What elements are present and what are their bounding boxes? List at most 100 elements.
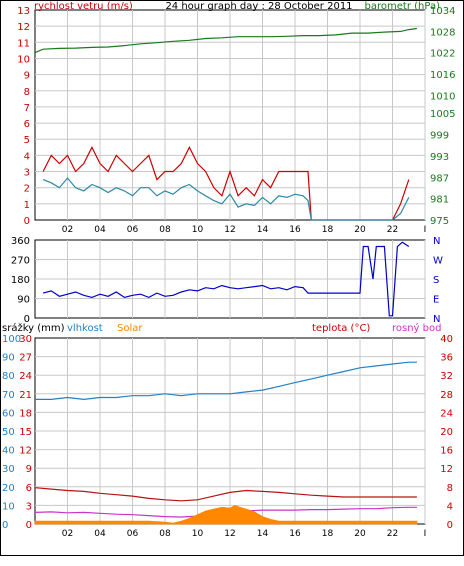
direction-compass-label: S <box>433 275 439 286</box>
rain-ytick-label: 15 <box>19 427 32 438</box>
rain-ytick-label: 27 <box>19 353 32 364</box>
wind-ytick-label: 5 <box>24 135 30 146</box>
barometer-ytick-label: 981 <box>430 195 449 206</box>
chart-title: 24 hour graph day : 28 October 2011 <box>165 1 352 12</box>
direction-compass-label: N <box>433 314 440 325</box>
barometer-ytick-label: 1016 <box>430 70 455 81</box>
wind-ytick-label: 2 <box>24 184 30 195</box>
temperature-ytick-label: 0 <box>447 520 453 531</box>
wind-xtick-label: I <box>424 225 427 235</box>
solar-legend: Solar <box>117 323 143 334</box>
wind-xtick-label: 20 <box>354 225 366 235</box>
climate-xtick-label: 16 <box>289 529 301 539</box>
wind-ytick-label: 0 <box>24 216 30 227</box>
humidity-ytick-label: 100 <box>2 334 21 345</box>
wind-ytick-label: 12 <box>17 22 30 33</box>
rain-ytick-label: 24 <box>19 371 32 382</box>
humidity-ytick-label: 80 <box>2 371 15 382</box>
rain-legend: srážky (mm) <box>2 322 65 334</box>
climate-xtick-label: 06 <box>127 529 139 539</box>
humidity-ytick-label: 60 <box>2 408 15 419</box>
wind-ytick-label: 4 <box>24 151 30 162</box>
wind-xtick-label: 12 <box>224 225 235 235</box>
temperature-ytick-label: 40 <box>440 334 453 345</box>
humidity-ytick-label: 90 <box>2 353 15 364</box>
humidity-line <box>35 361 417 401</box>
wind-xtick-label: 02 <box>62 225 73 235</box>
wind-xtick-label: 10 <box>192 225 204 235</box>
barometer-ytick-label: 1005 <box>430 109 455 120</box>
humidity-legend: vlhkost <box>67 323 103 334</box>
barometer-ytick-label: 1022 <box>430 49 455 60</box>
rain-ytick-label: 6 <box>26 483 32 494</box>
wind-ytick-label: 9 <box>24 71 30 82</box>
rain-ytick-label: 0 <box>26 520 32 531</box>
barometer-ytick-label: 993 <box>430 152 449 163</box>
climate-xtick-label: 18 <box>322 529 334 539</box>
temperature-ytick-label: 8 <box>447 483 453 494</box>
barometer-axis-title: barometr (hPa) <box>365 1 441 12</box>
rain-ytick-label: 9 <box>26 464 32 475</box>
temperature-ytick-label: 12 <box>440 464 453 475</box>
barometer-ytick-label: 1010 <box>430 91 455 102</box>
humidity-ytick-label: 20 <box>2 483 15 494</box>
barometer-ytick-label: 999 <box>430 131 449 142</box>
direction-compass-label: W <box>433 256 443 267</box>
barometer-ytick-label: 987 <box>430 173 449 184</box>
humidity-ytick-label: 10 <box>2 501 15 512</box>
temperature-ytick-label: 32 <box>440 371 453 382</box>
wind-ytick-label: 6 <box>24 119 30 130</box>
climate-xtick-label: 12 <box>224 529 235 539</box>
wind-ytick-label: 1 <box>24 200 30 211</box>
climate-xtick-label: 10 <box>192 529 204 539</box>
humidity-ytick-label: 50 <box>2 427 15 438</box>
direction-compass-label: N <box>433 236 440 247</box>
direction-ytick-label: 0 <box>24 314 30 325</box>
climate-xtick-label: 20 <box>354 529 366 539</box>
wind-xtick-label: 04 <box>94 225 106 235</box>
wind-axis-title: rychlost vetru (m/s) <box>34 1 133 12</box>
wind-direction-line <box>42 241 410 317</box>
wind-avg-line <box>42 177 410 221</box>
direction-ytick-label: 270 <box>11 256 30 267</box>
barometer-line <box>34 27 417 54</box>
barometer-ytick-label: 975 <box>430 216 449 227</box>
solar-area <box>34 504 418 525</box>
rain-ytick-label: 18 <box>19 408 32 419</box>
wind-xtick-label: 16 <box>289 225 301 235</box>
wind-ytick-label: 11 <box>17 38 30 49</box>
temperature-ytick-label: 28 <box>440 390 453 401</box>
rain-ytick-label: 12 <box>19 446 32 457</box>
temperature-ytick-label: 20 <box>440 427 453 438</box>
dewpoint-legend: rosný bod <box>392 322 441 334</box>
rain-ytick-label: 30 <box>19 334 32 345</box>
climate-xtick-label: 14 <box>257 529 269 539</box>
climate-xtick-label: 04 <box>94 529 106 539</box>
wind-ytick-label: 3 <box>24 168 30 179</box>
direction-ytick-label: 180 <box>11 275 30 286</box>
temperature-ytick-label: 4 <box>447 501 453 512</box>
temperature-ytick-label: 16 <box>440 446 453 457</box>
wind-ytick-label: 7 <box>24 103 30 114</box>
wind-ytick-label: 10 <box>17 54 30 65</box>
wind-xtick-label: 22 <box>387 225 398 235</box>
temperature-line <box>34 487 417 502</box>
wind-ytick-label: 13 <box>17 6 30 17</box>
temperature-ytick-label: 36 <box>440 353 453 364</box>
barometer-ytick-label: 1034 <box>430 6 455 17</box>
direction-ytick-label: 90 <box>17 295 30 306</box>
wind-xtick-label: 14 <box>257 225 269 235</box>
wind-xtick-label: 08 <box>159 225 171 235</box>
direction-compass-label: E <box>433 295 439 306</box>
wind-ytick-label: 8 <box>24 87 30 98</box>
rain-ytick-label: 3 <box>26 501 32 512</box>
humidity-ytick-label: 0 <box>2 520 8 531</box>
temperature-ytick-label: 24 <box>440 408 453 419</box>
humidity-ytick-label: 30 <box>2 464 15 475</box>
humidity-ytick-label: 70 <box>2 390 15 401</box>
rain-ytick-label: 21 <box>19 390 32 401</box>
direction-ytick-label: 360 <box>11 236 30 247</box>
climate-xtick-label: I <box>424 529 427 539</box>
